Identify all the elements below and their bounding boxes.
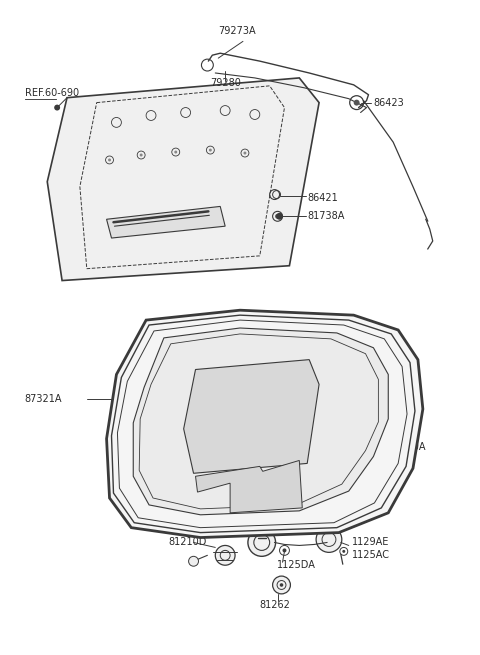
Text: 1125DA: 1125DA [276, 560, 315, 571]
Text: 81750A: 81750A [388, 441, 426, 451]
Circle shape [357, 466, 360, 470]
Circle shape [171, 437, 175, 440]
Text: 81738A: 81738A [307, 212, 345, 221]
Circle shape [367, 392, 370, 396]
Circle shape [218, 474, 222, 478]
Circle shape [108, 159, 111, 161]
Circle shape [280, 583, 283, 587]
Polygon shape [133, 328, 388, 515]
Text: 86421: 86421 [307, 193, 338, 202]
Circle shape [273, 576, 290, 594]
Circle shape [140, 153, 143, 157]
Polygon shape [195, 460, 302, 513]
Polygon shape [107, 310, 423, 538]
Circle shape [276, 213, 283, 220]
Circle shape [317, 343, 321, 346]
Circle shape [209, 149, 212, 151]
Circle shape [216, 546, 235, 565]
Circle shape [283, 548, 287, 552]
Text: 85316: 85316 [388, 422, 419, 432]
Polygon shape [47, 78, 319, 280]
Circle shape [278, 468, 281, 472]
Circle shape [316, 527, 342, 552]
Text: 1129AE: 1129AE [352, 538, 389, 548]
Text: 86423: 86423 [373, 98, 404, 107]
Circle shape [369, 423, 376, 431]
Polygon shape [184, 360, 319, 474]
Text: REF.60-690: REF.60-690 [24, 88, 79, 98]
Circle shape [268, 340, 271, 344]
Circle shape [174, 392, 178, 396]
Circle shape [243, 151, 246, 155]
Text: 81262: 81262 [260, 600, 291, 610]
Circle shape [275, 214, 280, 219]
Circle shape [174, 151, 177, 153]
Circle shape [189, 556, 199, 566]
Text: 81230: 81230 [216, 519, 246, 530]
Polygon shape [107, 206, 225, 238]
Circle shape [182, 464, 185, 468]
Text: 81210D: 81210D [169, 538, 207, 548]
Text: 79280: 79280 [210, 78, 241, 88]
Circle shape [174, 348, 178, 352]
Circle shape [355, 353, 359, 356]
Circle shape [342, 550, 345, 553]
Circle shape [248, 529, 276, 556]
Circle shape [354, 100, 360, 105]
Circle shape [370, 432, 373, 436]
Text: 1125AC: 1125AC [352, 550, 390, 560]
Text: 79273A: 79273A [218, 26, 256, 37]
Circle shape [54, 105, 60, 111]
Circle shape [218, 343, 222, 346]
Text: 87321A: 87321A [24, 394, 62, 404]
